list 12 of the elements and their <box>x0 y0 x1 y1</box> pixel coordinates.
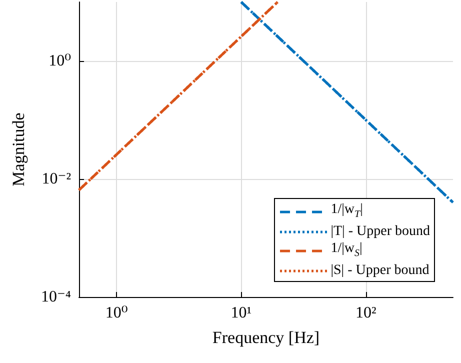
legend-label: 1/|w$_{T}$| <box>330 201 363 222</box>
y-axis-title: Magnitude <box>9 112 28 186</box>
legend-label: 1/|w$_{S}$| <box>330 240 362 261</box>
x-tick-label: 10¹ <box>230 304 252 322</box>
x-tick-label: 10² <box>355 304 376 322</box>
legend-label: |T| - Upper bound <box>330 223 430 240</box>
y-tick-label: 10⁻² <box>42 170 72 188</box>
x-tick-label: 10⁰ <box>105 304 128 322</box>
y-tick-label: 10⁻⁴ <box>40 288 72 306</box>
y-tick-label: 10⁰ <box>48 52 71 70</box>
x-axis-title: Frequency [Hz] <box>212 328 320 347</box>
legend-label: |S| - Upper bound <box>330 262 430 279</box>
